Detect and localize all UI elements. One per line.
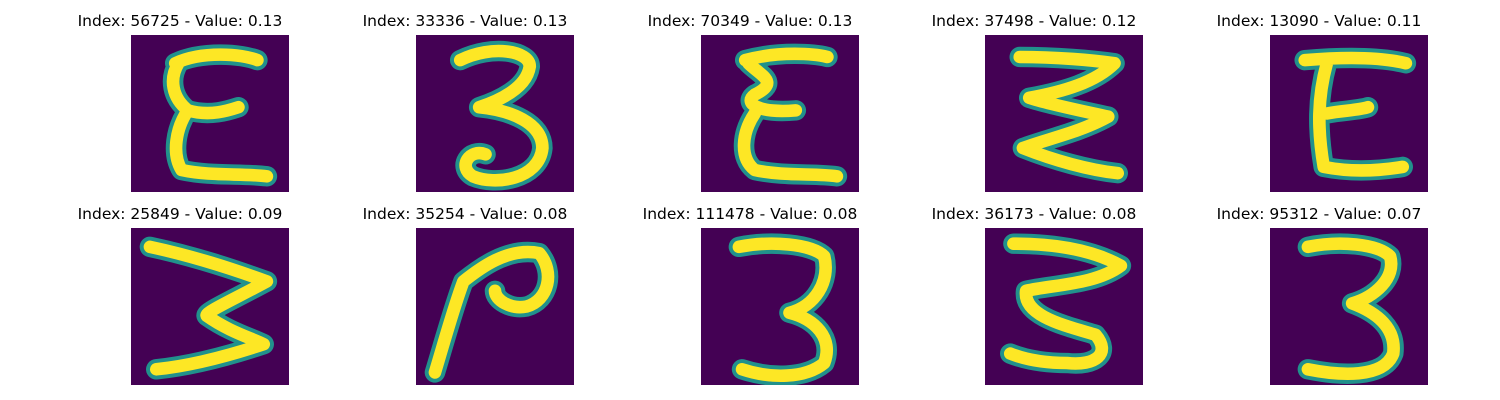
digit-stroke [1298, 51, 1413, 177]
digit-panel: Index: 33336 - Value: 0.13 [315, 0, 615, 192]
digit-image [416, 228, 574, 385]
digit-image [701, 228, 859, 385]
digit-image [131, 228, 289, 385]
digit-stroke [737, 47, 844, 183]
digit-panel: Index: 37498 - Value: 0.12 [884, 0, 1184, 192]
digit-image [1270, 35, 1428, 192]
digit-image [985, 228, 1143, 385]
digit-panel: Index: 13090 - Value: 0.11 [1169, 0, 1469, 192]
panel-caption: Index: 36173 - Value: 0.08 [931, 205, 1137, 223]
digit-stroke [143, 240, 274, 376]
panel-caption: Index: 56725 - Value: 0.13 [77, 12, 283, 30]
panel-caption: Index: 35254 - Value: 0.08 [362, 205, 568, 223]
panel-caption: Index: 111478 - Value: 0.08 [642, 205, 858, 223]
panel-caption: Index: 70349 - Value: 0.13 [647, 12, 853, 30]
digit-panel: Index: 56725 - Value: 0.13 [30, 0, 330, 192]
digit-panel: Index: 36173 - Value: 0.08 [884, 193, 1184, 385]
digit-image [985, 35, 1143, 192]
digit-panel: Index: 35254 - Value: 0.08 [315, 193, 615, 385]
digit-stroke [1301, 237, 1400, 380]
digit-panel: Index: 111478 - Value: 0.08 [600, 193, 900, 385]
digit-stroke [1013, 50, 1125, 180]
panel-caption: Index: 95312 - Value: 0.07 [1216, 205, 1422, 223]
digit-stroke [732, 237, 833, 382]
panel-caption: Index: 13090 - Value: 0.11 [1216, 12, 1422, 30]
digit-image [701, 35, 859, 192]
digit-stroke [428, 245, 555, 379]
panel-caption: Index: 37498 - Value: 0.12 [931, 12, 1137, 30]
digit-stroke [1003, 237, 1128, 370]
digit-stroke [453, 44, 549, 187]
digit-image [416, 35, 574, 192]
digit-panel: Index: 95312 - Value: 0.07 [1169, 193, 1469, 385]
panel-caption: Index: 25849 - Value: 0.09 [77, 205, 283, 223]
digit-image [1270, 228, 1428, 385]
digit-panel: Index: 25849 - Value: 0.09 [30, 193, 330, 385]
digit-image [131, 35, 289, 192]
digit-panel: Index: 70349 - Value: 0.13 [600, 0, 900, 192]
digit-stroke [166, 48, 274, 183]
panel-caption: Index: 33336 - Value: 0.13 [362, 12, 568, 30]
